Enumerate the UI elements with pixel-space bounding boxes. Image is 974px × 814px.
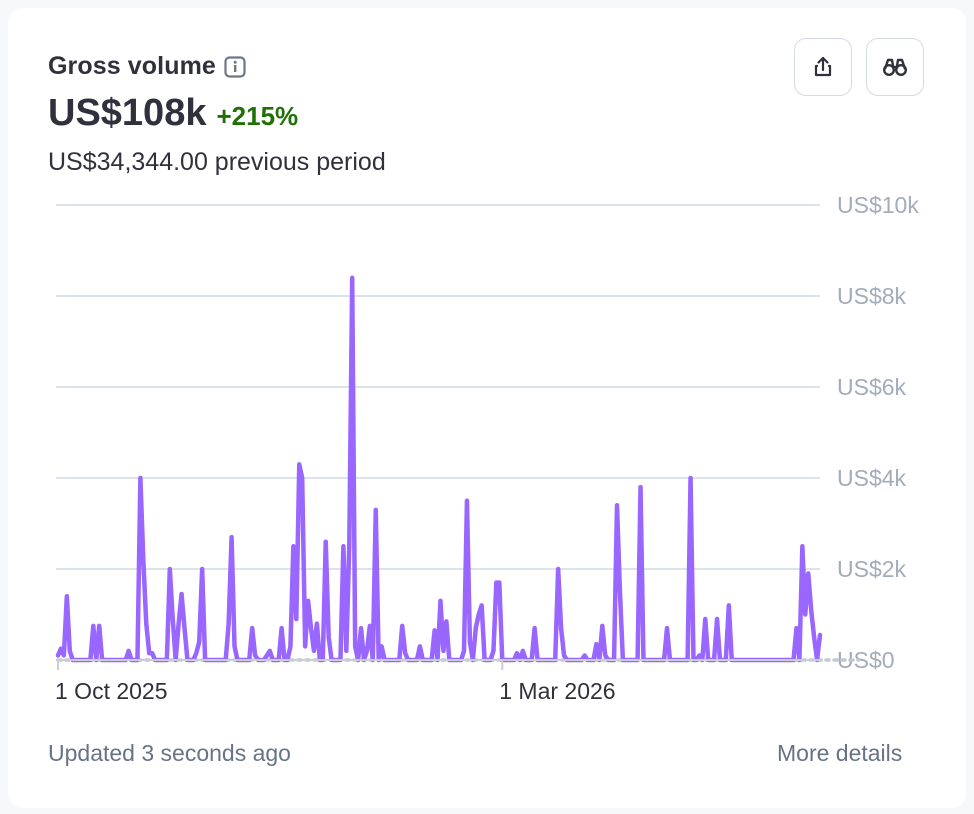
- current-period-line: [55, 275, 823, 663]
- y-tick-label: US$4k: [837, 465, 907, 491]
- percent-change: +215%: [216, 101, 299, 131]
- card-title: Gross volume: [48, 52, 216, 80]
- y-tick-label: US$10k: [837, 192, 919, 218]
- x-tick-label: 1 Oct 2025: [55, 678, 168, 704]
- export-button[interactable]: [794, 38, 852, 96]
- x-tick-label: 1 Mar 2026: [499, 678, 615, 704]
- previous-period-value: US$34,344.00 previous period: [48, 148, 386, 176]
- y-tick-label: US$2k: [837, 556, 907, 582]
- gross-volume-card: Gross volume US$108k +215% US$34,344.00 …: [8, 8, 966, 808]
- x-axis: 1 Oct 2025 1 Mar 2026: [55, 659, 820, 704]
- more-details-link[interactable]: More details: [777, 740, 903, 766]
- gross-volume-value: US$108k: [48, 92, 207, 134]
- chart-series: [55, 275, 860, 663]
- updated-timestamp: Updated 3 seconds ago: [48, 740, 291, 766]
- binoculars-icon: [882, 58, 908, 77]
- share-export-icon: [814, 56, 832, 77]
- y-tick-label: US$6k: [837, 374, 907, 400]
- info-icon[interactable]: [224, 55, 246, 78]
- y-tick-label: US$8k: [837, 283, 907, 309]
- chart-gridlines: [56, 204, 820, 570]
- title-row: Gross volume: [48, 52, 246, 81]
- explore-button[interactable]: [866, 38, 924, 96]
- value-row: US$108k +215%: [48, 92, 298, 135]
